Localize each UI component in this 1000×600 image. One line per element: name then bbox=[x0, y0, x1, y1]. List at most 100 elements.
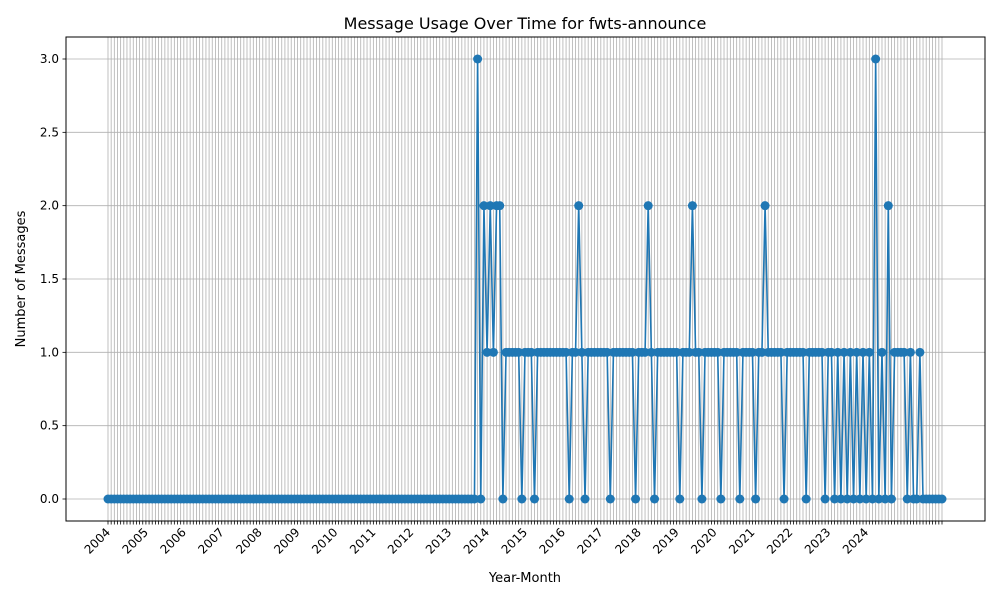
data-point bbox=[855, 494, 865, 504]
data-point bbox=[473, 54, 483, 64]
data-point bbox=[760, 201, 770, 211]
data-point bbox=[905, 347, 915, 357]
data-point bbox=[912, 494, 922, 504]
data-point bbox=[697, 494, 707, 504]
y-tick-label: 3.0 bbox=[40, 52, 59, 66]
data-point bbox=[937, 494, 947, 504]
y-tick-label: 0.0 bbox=[40, 492, 59, 506]
data-point bbox=[833, 347, 843, 357]
data-point bbox=[842, 494, 852, 504]
data-point bbox=[747, 347, 757, 357]
data-point bbox=[899, 347, 909, 357]
data-point bbox=[517, 494, 527, 504]
x-tick-label: 2016 bbox=[537, 525, 568, 556]
data-point bbox=[798, 347, 808, 357]
y-tick-label: 1.0 bbox=[40, 345, 59, 359]
data-point bbox=[580, 494, 590, 504]
x-tick-label: 2023 bbox=[802, 525, 833, 556]
x-tick-label: 2020 bbox=[688, 525, 719, 556]
data-point bbox=[574, 201, 584, 211]
data-point bbox=[476, 494, 486, 504]
x-axis-label: Year-Month bbox=[488, 571, 561, 586]
data-point bbox=[757, 347, 767, 357]
x-tick-label: 2021 bbox=[726, 525, 757, 556]
data-point bbox=[646, 347, 656, 357]
data-point bbox=[839, 347, 849, 357]
data-point bbox=[735, 494, 745, 504]
data-point bbox=[852, 347, 862, 357]
data-point bbox=[883, 201, 893, 211]
y-tick-label: 2.0 bbox=[40, 199, 59, 213]
data-point bbox=[694, 347, 704, 357]
data-point bbox=[495, 201, 505, 211]
data-point bbox=[643, 201, 653, 211]
data-point bbox=[577, 347, 587, 357]
data-point bbox=[514, 347, 524, 357]
data-point bbox=[779, 494, 789, 504]
data-point bbox=[485, 201, 495, 211]
x-tick-label: 2011 bbox=[347, 525, 378, 556]
data-point bbox=[675, 494, 685, 504]
data-point bbox=[732, 347, 742, 357]
data-point bbox=[526, 347, 536, 357]
data-point bbox=[713, 347, 723, 357]
data-point bbox=[488, 347, 498, 357]
y-tick-label: 1.5 bbox=[40, 272, 59, 286]
x-tick-label: 2012 bbox=[385, 525, 416, 556]
data-point bbox=[820, 494, 830, 504]
data-point bbox=[479, 201, 489, 211]
x-tick-label: 2014 bbox=[461, 525, 492, 556]
x-tick-label: 2006 bbox=[157, 525, 188, 556]
data-point bbox=[631, 494, 641, 504]
data-point bbox=[684, 347, 694, 357]
x-tick-label: 2024 bbox=[840, 525, 871, 556]
x-tick-label: 2007 bbox=[195, 525, 226, 556]
data-point bbox=[672, 347, 682, 357]
x-tick-label: 2013 bbox=[423, 525, 454, 556]
data-point bbox=[826, 347, 836, 357]
data-point bbox=[915, 347, 925, 357]
data-point bbox=[564, 494, 574, 504]
data-point bbox=[751, 494, 761, 504]
data-point bbox=[858, 347, 868, 357]
x-tick-label: 2018 bbox=[612, 525, 643, 556]
data-point bbox=[650, 494, 660, 504]
data-point bbox=[868, 494, 877, 504]
data-point bbox=[716, 494, 726, 504]
data-point bbox=[874, 494, 884, 504]
data-point bbox=[877, 347, 887, 357]
data-point bbox=[469, 494, 479, 504]
data-point bbox=[886, 494, 896, 504]
x-tick-label: 2017 bbox=[574, 525, 605, 556]
data-point bbox=[861, 494, 871, 504]
data-point bbox=[871, 54, 881, 64]
data-points bbox=[103, 54, 947, 504]
data-point bbox=[849, 494, 859, 504]
y-axis-label: Number of Messages bbox=[14, 210, 29, 347]
x-tick-label: 2005 bbox=[120, 525, 151, 556]
grid-lines bbox=[66, 37, 985, 521]
x-tick-label: 2009 bbox=[271, 525, 302, 556]
x-tick-label: 2022 bbox=[764, 525, 795, 556]
data-point bbox=[845, 347, 855, 357]
data-point bbox=[880, 494, 890, 504]
data-point bbox=[830, 494, 840, 504]
x-tick-label: 2019 bbox=[650, 525, 681, 556]
data-point bbox=[571, 347, 581, 357]
data-point bbox=[602, 347, 612, 357]
data-point bbox=[605, 494, 615, 504]
data-point bbox=[687, 201, 697, 211]
data-point bbox=[836, 494, 846, 504]
data-point bbox=[776, 347, 786, 357]
x-tick-label: 2010 bbox=[309, 525, 340, 556]
data-point bbox=[801, 494, 811, 504]
data-point bbox=[864, 347, 874, 357]
data-point bbox=[627, 347, 637, 357]
y-axis: 0.0 0.5 1.0 1.5 2.0 2.5 3.0 bbox=[40, 52, 66, 506]
data-point bbox=[498, 494, 508, 504]
y-tick-label: 2.5 bbox=[40, 125, 59, 139]
data-point bbox=[902, 494, 912, 504]
x-axis: 2004 2005 2006 2007 2008 2009 2010 2011 2012 2013… bbox=[82, 521, 943, 557]
chart-title: Message Usage Over Time for fwts-announc… bbox=[344, 14, 707, 33]
